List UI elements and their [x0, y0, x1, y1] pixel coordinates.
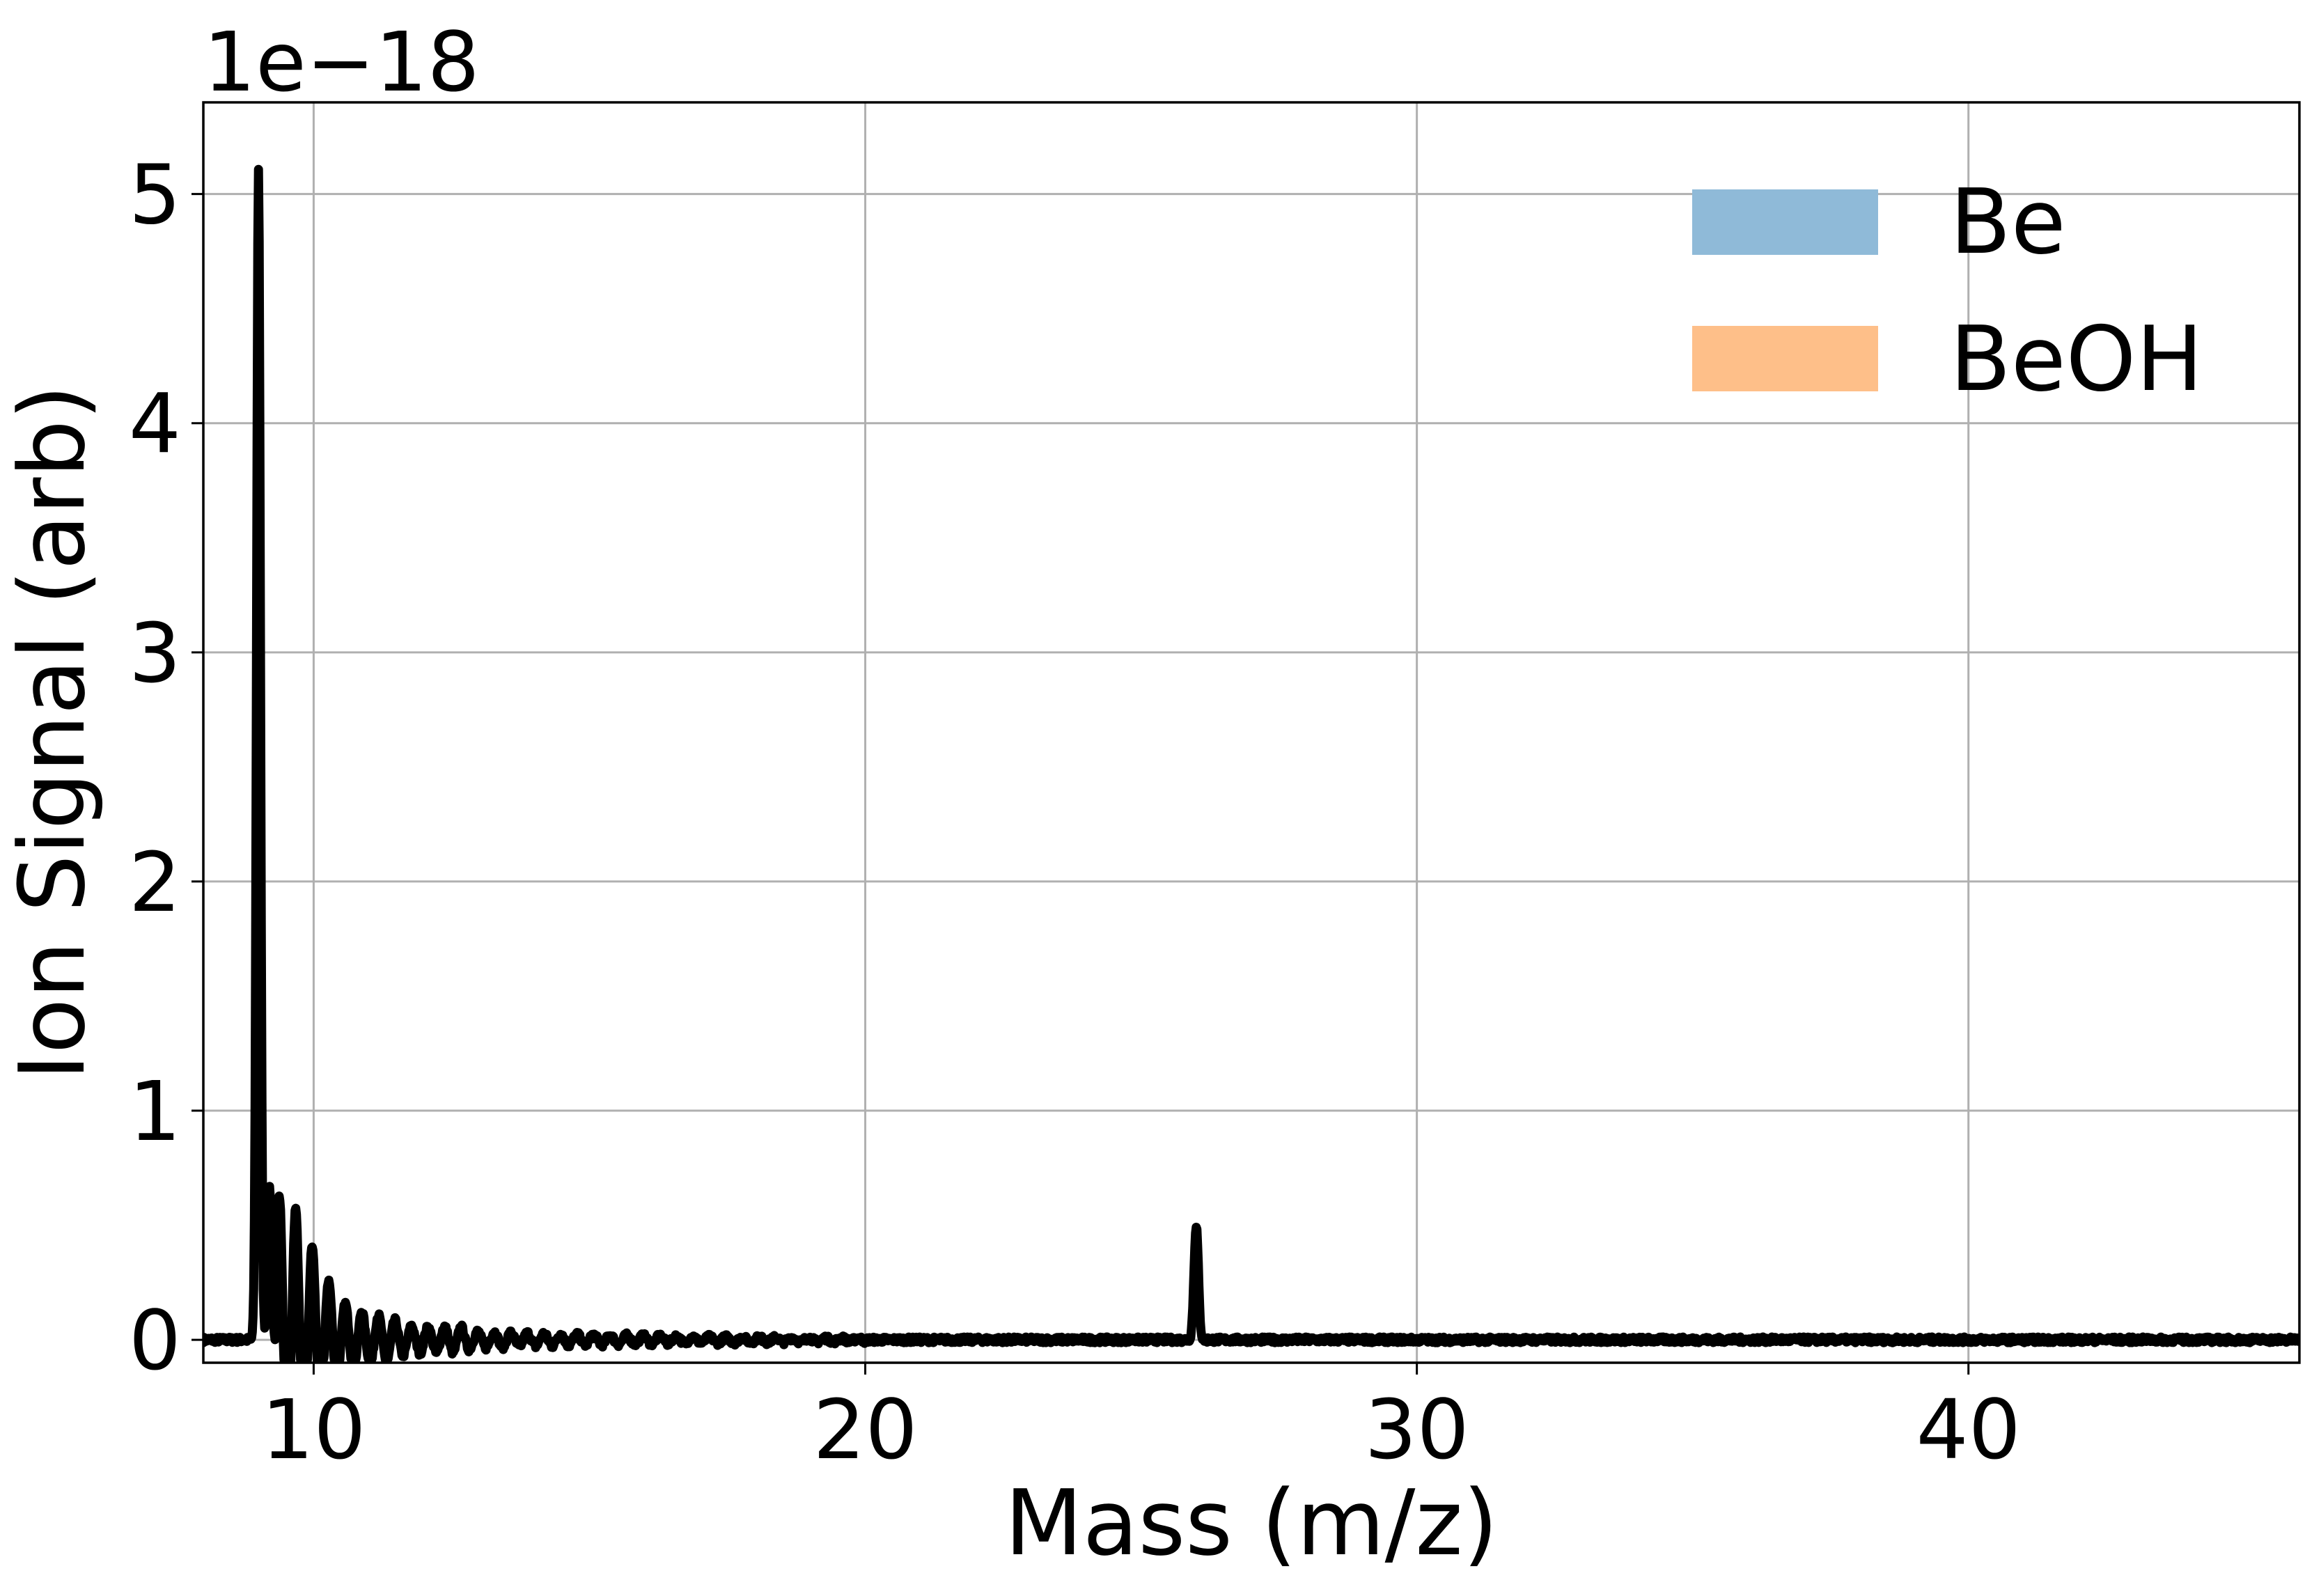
legend: Be BeOH: [1692, 171, 2203, 412]
y-offset-label: 1e−18: [203, 14, 480, 110]
spectrum-line: [203, 164, 2299, 1363]
plot-area: [203, 164, 2299, 1363]
legend-swatch-be: [1692, 189, 1878, 255]
y-tick-label: 2: [129, 834, 181, 930]
axis-ticks: 10 20 30 40 0 1 2 3 4 5: [129, 147, 2021, 1478]
x-tick-label: 30: [1365, 1382, 1469, 1478]
y-tick-label: 3: [129, 605, 181, 701]
legend-label-be: Be: [1950, 171, 2066, 274]
y-tick-label: 4: [129, 376, 181, 472]
legend-label-beoh: BeOH: [1950, 308, 2203, 412]
x-tick-label: 10: [261, 1382, 366, 1478]
legend-swatch-beoh: [1692, 326, 1878, 391]
plot-frame: [202, 101, 2301, 1364]
x-tick-label: 40: [1916, 1382, 2021, 1478]
x-tick-label: 20: [813, 1382, 917, 1478]
y-axis-label: Ion Signal (arb): [0, 384, 105, 1080]
y-tick-label: 1: [129, 1063, 181, 1159]
y-tick-label: 5: [129, 147, 181, 243]
y-tick-label: 0: [129, 1292, 181, 1388]
x-axis-label: Mass (m/z): [1005, 1470, 1499, 1576]
grid: [203, 102, 2299, 1363]
